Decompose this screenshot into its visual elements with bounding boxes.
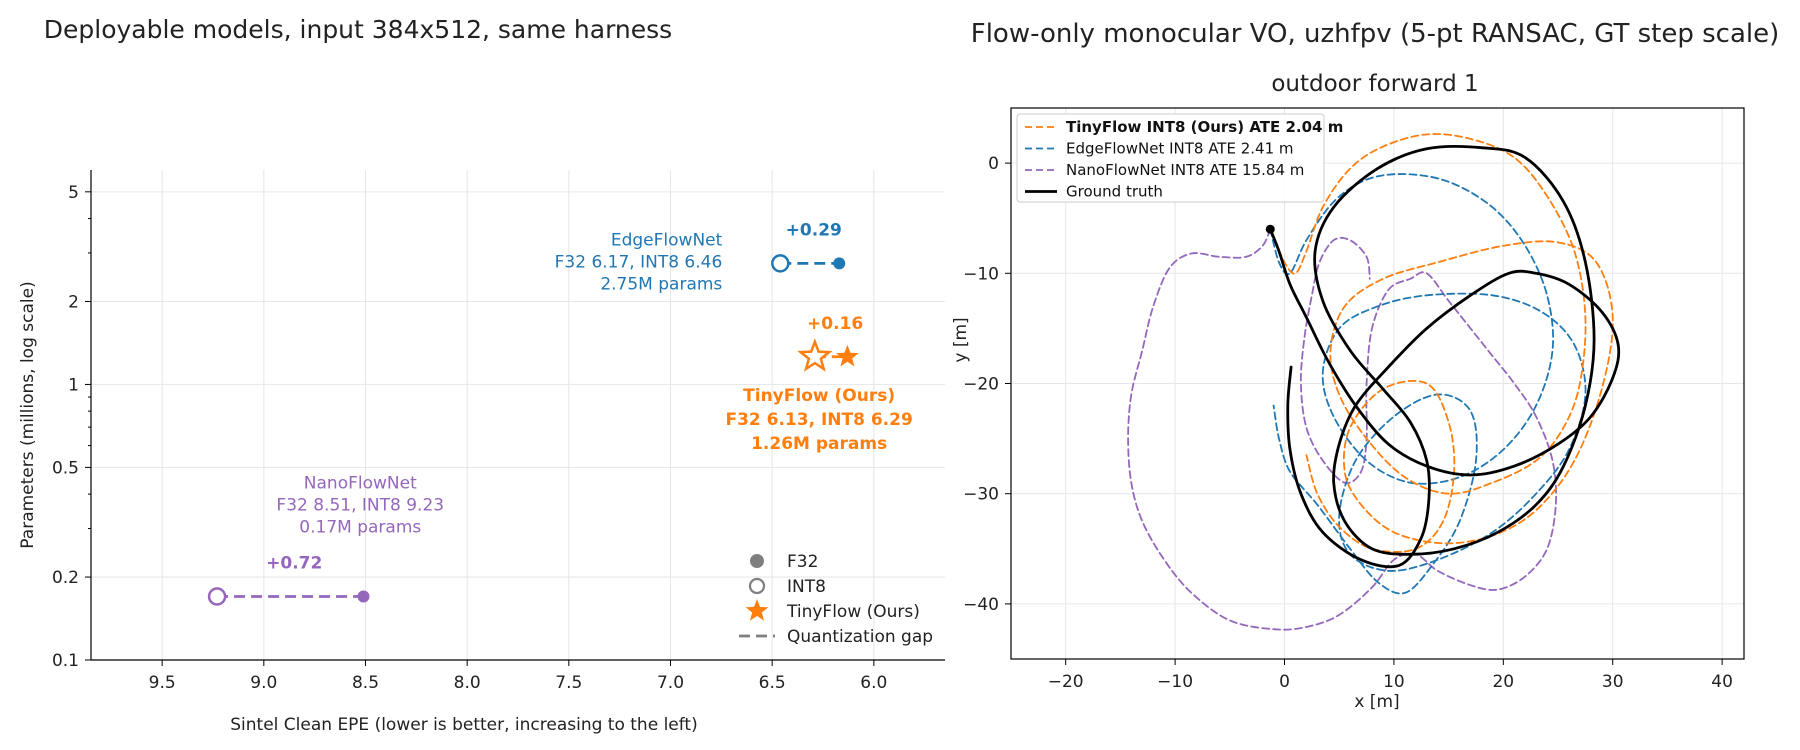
legend-entry-label: F32: [787, 552, 818, 572]
left-y-tick-label: 0.5: [52, 458, 79, 478]
trajectory-line: [1269, 173, 1587, 595]
legend-entry-label: TinyFlow INT8 (Ours) ATE 2.04 m: [1066, 118, 1343, 136]
left-x-tick-label: 8.0: [454, 673, 481, 693]
left-x-tick-label: 7.5: [555, 673, 582, 693]
quantization-gap-label: +0.29: [786, 220, 842, 240]
left-x-tick-label: 6.5: [759, 673, 786, 693]
model-label-line: 2.75M params: [600, 274, 722, 294]
left-y-tick-label: 0.1: [52, 651, 79, 671]
model-label-line: TinyFlow (Ours): [743, 386, 895, 406]
legend-entry-label: INT8: [787, 577, 826, 597]
right-chart-suptitle: Flow-only monocular VO, uzhfpv (5-pt RAN…: [971, 19, 1780, 49]
right-x-tick-label: 10: [1383, 672, 1405, 692]
left-ticks: 9.5 9.0 8.5 8.0 7.5 7.0 6.5 6.0 0.1 0.2 0.5 1 2 5: [52, 183, 887, 693]
int8-star-marker: [797, 338, 833, 372]
right-x-tick-label: 20: [1492, 672, 1514, 692]
quantization-gap-label: +0.72: [266, 553, 322, 573]
right-y-tick-label: −10: [963, 264, 999, 284]
legend-entry-label: Ground truth: [1066, 183, 1163, 201]
legend-entry-label: EdgeFlowNet INT8 ATE 2.41 m: [1066, 140, 1294, 158]
right-x-tick-label: 30: [1602, 672, 1624, 692]
left-grid: [91, 170, 945, 661]
model-label-line: F32 6.13, INT8 6.29: [725, 410, 912, 430]
left-chart-title: Deployable models, input 384x512, same h…: [44, 15, 672, 44]
left-y-tick-label: 2: [68, 292, 79, 312]
right-x-tick-label: 0: [1279, 672, 1290, 692]
legend-star-marker: [745, 599, 769, 621]
right-legend: TinyFlow INT8 (Ours) ATE 2.04 m EdgeFlowN…: [1016, 113, 1343, 203]
left-x-tick-label: 9.0: [250, 673, 277, 693]
f32-star-marker: [835, 344, 859, 367]
quantization-gap-label: +0.16: [807, 314, 863, 334]
right-y-tick-label: −40: [963, 595, 999, 615]
left-y-axis-label: Parameters (millions, log scale): [18, 281, 38, 548]
model-label-line: 1.26M params: [751, 434, 887, 454]
legend-f32-marker: [750, 554, 764, 568]
int8-point: [207, 587, 227, 606]
left-x-tick-label: 6.0: [860, 673, 887, 693]
right-x-tick-label: 40: [1711, 672, 1733, 692]
legend-entry-label: Quantization gap: [787, 627, 933, 647]
f32-point: [357, 590, 370, 603]
right-chart-title: outdoor forward 1: [1271, 71, 1478, 97]
left-y-tick-label: 0.2: [52, 568, 79, 588]
left-x-axis-label: Sintel Clean EPE (lower is better, incre…: [230, 715, 697, 735]
legend-entry-label: TinyFlow (Ours): [786, 602, 920, 622]
left-y-tick-label: 5: [68, 183, 79, 203]
left-panel: Deployable models, input 384x512, same h…: [18, 15, 945, 735]
left-x-tick-label: 8.5: [352, 673, 379, 693]
trajectory-line: [1127, 228, 1558, 631]
trajectory-line: [1268, 144, 1621, 569]
right-x-axis-label: x [m]: [1354, 692, 1399, 712]
right-y-tick-label: −20: [963, 375, 999, 395]
right-x-tick-label: −20: [1048, 672, 1084, 692]
right-y-axis-label: y [m]: [951, 317, 971, 362]
legend-entry-label: NanoFlowNet INT8 ATE 15.84 m: [1066, 161, 1304, 179]
model-label-line: F32 8.51, INT8 9.23: [276, 495, 444, 515]
model-label-line: F32 6.17, INT8 6.46: [555, 252, 723, 272]
f32-point: [833, 257, 846, 270]
right-trajectories: [1127, 133, 1621, 631]
left-x-tick-label: 9.5: [149, 673, 176, 693]
right-x-tick-label: −10: [1157, 672, 1193, 692]
right-panel: Flow-only monocular VO, uzhfpv (5-pt RAN…: [951, 19, 1779, 712]
right-y-tick-label: 0: [988, 154, 999, 174]
right-ticks: −20 −10 0 10 20 30 40 0 −10 −20 −30 −40: [963, 154, 1733, 692]
legend-box: [1016, 113, 1325, 203]
model-label-line: 0.17M params: [299, 517, 421, 537]
model-label-line: NanoFlowNet: [304, 473, 417, 493]
left-legend: F32 INT8 TinyFlow (Ours) Quantization gap: [739, 552, 933, 647]
right-plot-frame: [1010, 107, 1745, 660]
int8-point: [771, 254, 790, 273]
model-label-line: EdgeFlowNet: [611, 230, 723, 250]
left-x-tick-label: 7.0: [657, 673, 684, 693]
start-point-marker: [1265, 224, 1275, 234]
legend-int8-marker: [748, 577, 766, 595]
trajectory-line: [1269, 133, 1614, 553]
left-y-tick-label: 1: [68, 375, 79, 395]
right-y-tick-label: −30: [963, 485, 999, 505]
